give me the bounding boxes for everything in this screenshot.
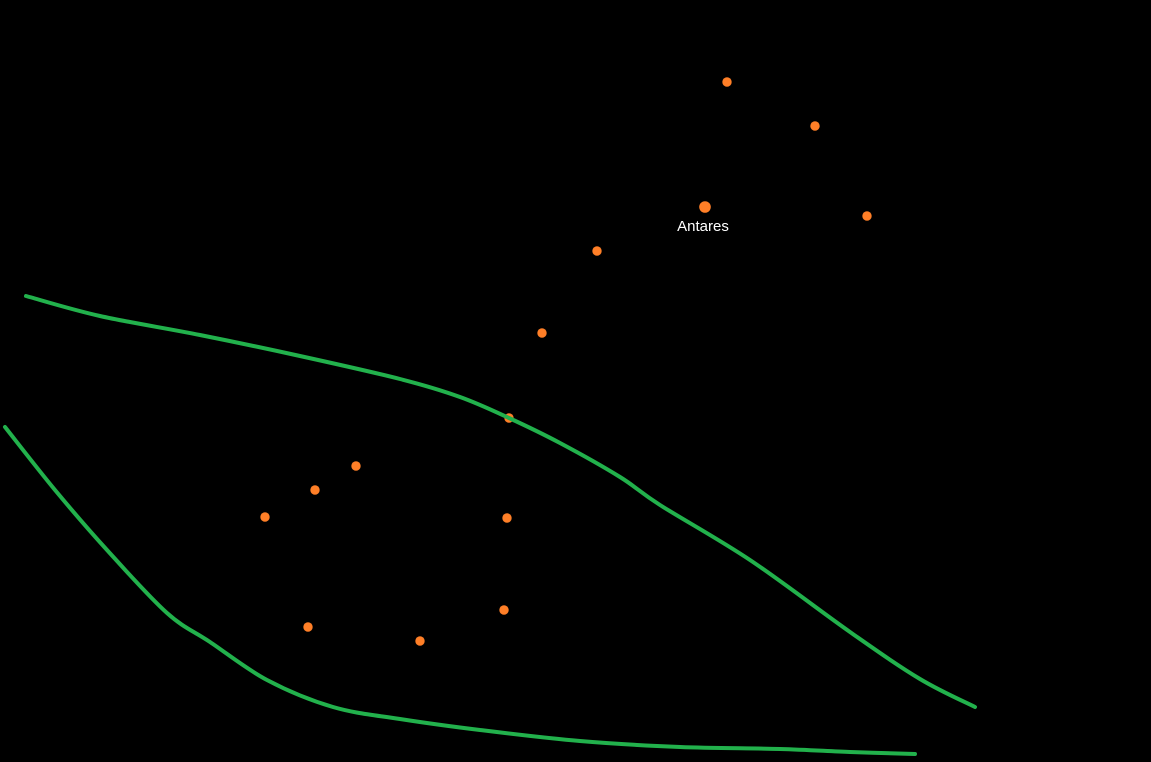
star-dot xyxy=(592,246,602,256)
star-dot xyxy=(502,513,512,523)
star-dots-layer xyxy=(260,77,872,646)
star-dot xyxy=(260,512,270,522)
lower-green-curve xyxy=(3,425,917,756)
green-curves-layer xyxy=(3,294,977,756)
antares-star-dot xyxy=(699,201,711,213)
star-dot xyxy=(415,636,425,646)
star-dot xyxy=(303,622,313,632)
star-dot xyxy=(862,211,872,221)
antares-label: Antares xyxy=(677,218,729,235)
star-dot xyxy=(499,605,509,615)
star-dot xyxy=(351,461,361,471)
star-dot xyxy=(810,121,820,131)
upper-green-curve xyxy=(24,294,977,709)
star-dot xyxy=(537,328,547,338)
star-dot xyxy=(310,485,320,495)
star-dot xyxy=(722,77,732,87)
